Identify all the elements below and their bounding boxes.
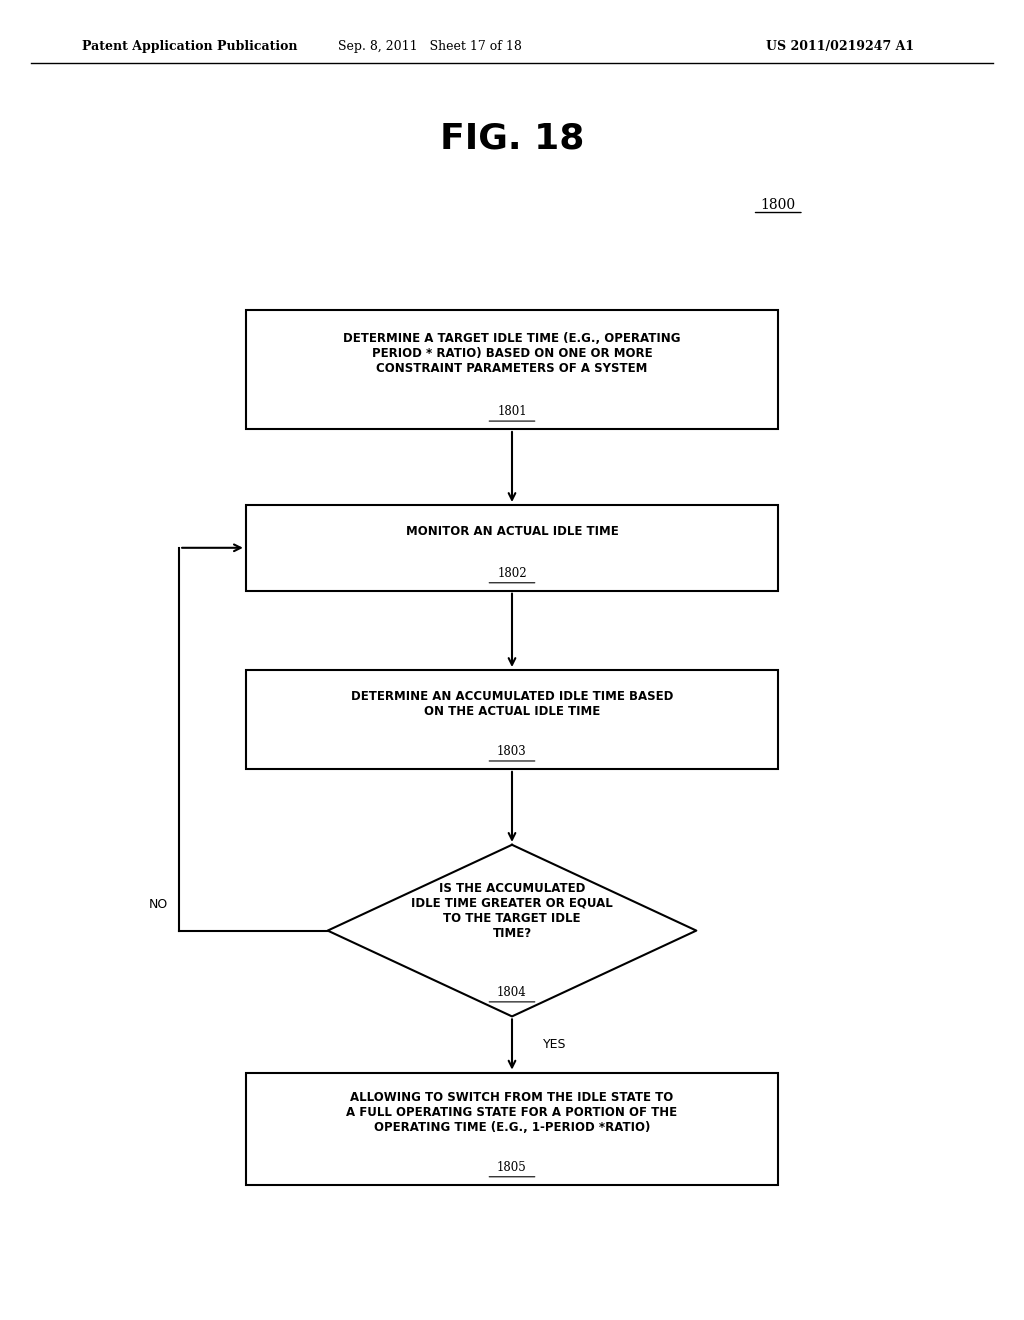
Text: NO: NO [150, 898, 168, 911]
Text: 1800: 1800 [761, 198, 796, 211]
Text: 1803: 1803 [497, 746, 527, 758]
Text: FIG. 18: FIG. 18 [440, 121, 584, 156]
Text: 1805: 1805 [497, 1162, 527, 1173]
FancyBboxPatch shape [246, 310, 778, 429]
Text: DETERMINE A TARGET IDLE TIME (E.G., OPERATING
PERIOD * RATIO) BASED ON ONE OR MO: DETERMINE A TARGET IDLE TIME (E.G., OPER… [343, 333, 681, 375]
Text: US 2011/0219247 A1: US 2011/0219247 A1 [766, 40, 913, 53]
Text: IS THE ACCUMULATED
IDLE TIME GREATER OR EQUAL
TO THE TARGET IDLE
TIME?: IS THE ACCUMULATED IDLE TIME GREATER OR … [411, 882, 613, 940]
Text: Sep. 8, 2011   Sheet 17 of 18: Sep. 8, 2011 Sheet 17 of 18 [338, 40, 522, 53]
Text: MONITOR AN ACTUAL IDLE TIME: MONITOR AN ACTUAL IDLE TIME [406, 525, 618, 539]
Text: ALLOWING TO SWITCH FROM THE IDLE STATE TO
A FULL OPERATING STATE FOR A PORTION O: ALLOWING TO SWITCH FROM THE IDLE STATE T… [346, 1092, 678, 1134]
FancyBboxPatch shape [246, 1072, 778, 1185]
Text: 1801: 1801 [498, 405, 526, 418]
FancyBboxPatch shape [246, 671, 778, 768]
Text: YES: YES [543, 1038, 566, 1051]
Text: DETERMINE AN ACCUMULATED IDLE TIME BASED
ON THE ACTUAL IDLE TIME: DETERMINE AN ACCUMULATED IDLE TIME BASED… [351, 689, 673, 718]
FancyBboxPatch shape [246, 506, 778, 591]
Text: 1804: 1804 [497, 986, 527, 999]
Text: 1802: 1802 [498, 568, 526, 579]
Text: Patent Application Publication: Patent Application Publication [82, 40, 297, 53]
